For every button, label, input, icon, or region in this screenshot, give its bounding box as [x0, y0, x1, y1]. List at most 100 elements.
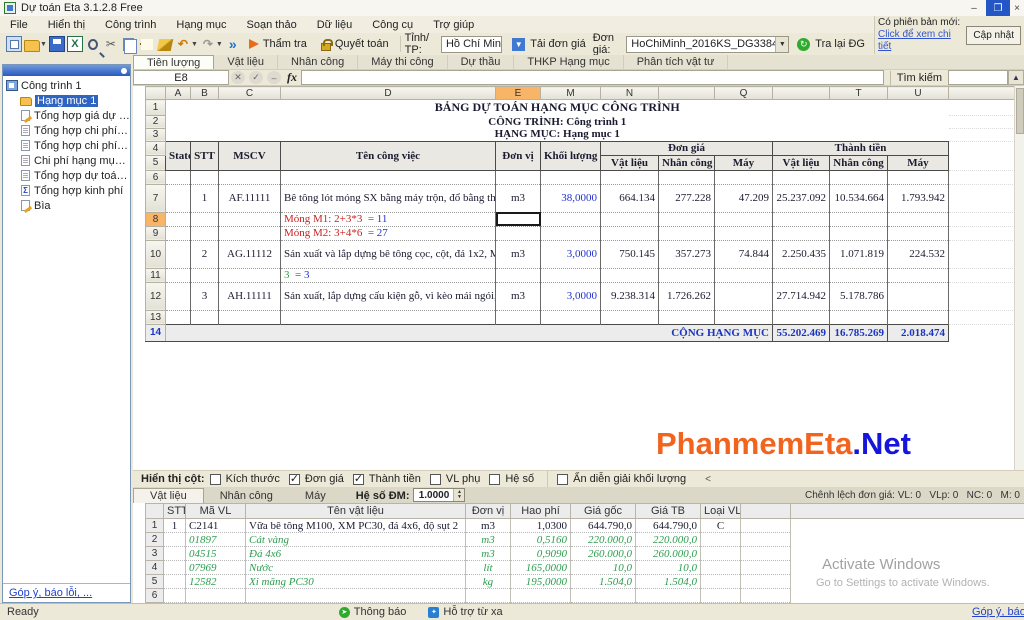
tai-don-gia-button[interactable]: ▼ Tải đơn giá — [504, 35, 593, 54]
row-header-selected[interactable]: 8 — [145, 211, 166, 227]
open-folder-icon[interactable] — [24, 39, 40, 52]
scrollbar-thumb[interactable] — [1016, 88, 1024, 134]
cell[interactable] — [600, 268, 659, 283]
checkbox-an-dien-giai[interactable] — [557, 473, 569, 485]
cell[interactable]: 1.726.262 — [658, 282, 715, 311]
cell[interactable] — [280, 310, 496, 325]
col-header[interactable]: U — [887, 86, 949, 100]
tree-item-hang-muc-1[interactable]: Hạng mục 1 — [3, 93, 130, 108]
run-icon[interactable]: » — [228, 36, 237, 52]
cell[interactable]: 10.534.664 — [829, 184, 888, 213]
header-ten-cong-viec[interactable]: Tên công việc — [280, 140, 496, 171]
cell[interactable] — [700, 546, 741, 561]
cell-mscv[interactable]: AG.11112 — [218, 240, 281, 269]
cell-stt[interactable]: 2 — [190, 240, 219, 269]
menu-hang-muc[interactable]: Hạng mục — [176, 18, 227, 31]
cell-khoi-luong[interactable]: 3,0000 — [540, 240, 601, 269]
cell[interactable] — [165, 240, 191, 269]
tree-item-du-toan-goi-thau[interactable]: Tổng hợp dự toán gói thầu — [3, 168, 130, 183]
redo-icon[interactable]: ↷ — [202, 37, 213, 51]
col-header[interactable]: B — [190, 86, 219, 100]
cell[interactable] — [740, 532, 791, 547]
sheet-title[interactable]: BẢNG DỰ TOÁN HẠNG MỤC CÔNG TRÌNH — [434, 100, 680, 114]
cell-ten-vat-lieu[interactable]: Xi măng PC30 — [245, 574, 466, 589]
chevron-down-icon[interactable]: ▼ — [775, 36, 789, 52]
tinh-tp-select[interactable]: Hồ Chí Minh ▼ — [440, 35, 503, 53]
cell[interactable] — [163, 560, 186, 575]
tree-item-kinh-phi[interactable]: Σ Tổng hợp kinh phí — [3, 183, 130, 198]
cell-total-vl[interactable]: 55.202.469 — [772, 323, 830, 342]
tab-du-thau[interactable]: Dự thầu — [448, 55, 515, 69]
cell[interactable] — [887, 268, 949, 283]
cell-ten-vat-lieu[interactable]: Vữa bê tông M100, XM PC30, đá 4x6, độ sụ… — [245, 518, 466, 533]
cell[interactable] — [700, 588, 741, 603]
cell[interactable]: 25.237.092 — [772, 184, 830, 213]
cancel-icon[interactable]: ✕ — [231, 71, 245, 84]
header-tt-nhan-cong[interactable]: Nhân công — [829, 154, 888, 171]
new-icon[interactable] — [6, 36, 22, 52]
cell[interactable] — [658, 310, 715, 325]
row-header[interactable]: 2 — [145, 532, 164, 547]
cell[interactable]: m3 — [465, 546, 511, 561]
clean-brush-icon[interactable] — [156, 39, 174, 51]
cell[interactable] — [658, 169, 715, 185]
cell[interactable]: 10,0 — [635, 560, 701, 575]
checkbox-don-gia[interactable] — [288, 472, 300, 485]
checkbox-thanh-tien[interactable] — [352, 472, 364, 485]
cell-total-may[interactable]: 2.018.474 — [887, 323, 949, 342]
header-dg-may[interactable]: Máy — [714, 154, 773, 171]
feedback-link[interactable]: Góp ý, báo lỗi, ... — [9, 587, 93, 599]
don-gia-select[interactable]: HoChiMinh_2016KS_DG3384, HoChiMinh_2016L… — [626, 35, 790, 53]
ho-tro-tu-xa-button[interactable]: ✦ Hỗ trợ từ xa — [428, 606, 503, 618]
header-don-vi[interactable]: Đơn vị — [495, 140, 541, 171]
cell[interactable] — [218, 212, 281, 227]
row-header[interactable]: 1 — [145, 99, 166, 116]
cell[interactable] — [948, 184, 1014, 213]
cell[interactable]: 277.228 — [658, 184, 715, 213]
cell[interactable] — [948, 128, 1014, 142]
cell[interactable]: 0,9090 — [510, 546, 571, 561]
col-header[interactable]: D — [280, 86, 496, 100]
cell[interactable] — [495, 169, 541, 185]
pin-icon[interactable] — [121, 67, 127, 74]
menu-hien-thi[interactable]: Hiển thị — [47, 18, 86, 31]
mat-header-gia-goc[interactable]: Giá gốc — [570, 503, 636, 519]
cell[interactable]: 664.134 — [600, 184, 659, 213]
cell[interactable] — [218, 310, 281, 325]
cell[interactable] — [714, 310, 773, 325]
cell[interactable] — [829, 310, 888, 325]
cell[interactable] — [190, 226, 219, 241]
sheet-subtitle[interactable]: CÔNG TRÌNH: Công trình 1 — [488, 115, 627, 128]
cell[interactable] — [600, 169, 659, 185]
cell[interactable] — [540, 226, 601, 241]
open-dropdown-icon[interactable]: ▼ — [40, 40, 47, 48]
sheet-subtitle[interactable]: HẠNG MỤC: Hạng mục 1 — [494, 128, 620, 141]
subtab-may[interactable]: Máy — [304, 490, 326, 502]
cell[interactable] — [510, 588, 571, 603]
cell[interactable] — [948, 268, 1014, 283]
cell[interactable] — [165, 212, 191, 227]
cell[interactable] — [185, 588, 246, 603]
cell[interactable] — [540, 169, 601, 185]
header-don-gia[interactable]: Đơn giá — [600, 140, 773, 156]
cell[interactable] — [948, 240, 1014, 269]
print-preview-icon[interactable] — [87, 38, 98, 50]
cell[interactable] — [540, 212, 601, 227]
cell-ten-cong-viec[interactable]: Sản xuất và lắp dựng bê tông cọc, cột, đ… — [280, 240, 496, 269]
mat-header-ten[interactable]: Tên vật liệu — [245, 503, 466, 519]
cell[interactable] — [791, 561, 1024, 575]
cell-mscv[interactable]: AF.11111 — [218, 184, 281, 213]
cell-stt[interactable]: 1 — [190, 184, 219, 213]
tree-item-chi-phi-xay-dung[interactable]: Tổng hợp chi phí xây dựng — [3, 123, 130, 138]
scroll-up-icon[interactable]: ▲ — [1008, 70, 1024, 85]
cell[interactable] — [218, 268, 281, 283]
cell[interactable] — [887, 282, 949, 311]
menu-file[interactable]: File — [10, 18, 28, 31]
fx-icon[interactable]: fx — [287, 70, 297, 84]
save-icon[interactable] — [48, 36, 65, 52]
cell[interactable] — [165, 268, 191, 283]
minus-icon[interactable]: – — [267, 71, 281, 84]
cell[interactable] — [714, 268, 773, 283]
cell[interactable] — [280, 169, 496, 185]
cell[interactable]: 220.000,0 — [570, 532, 636, 547]
